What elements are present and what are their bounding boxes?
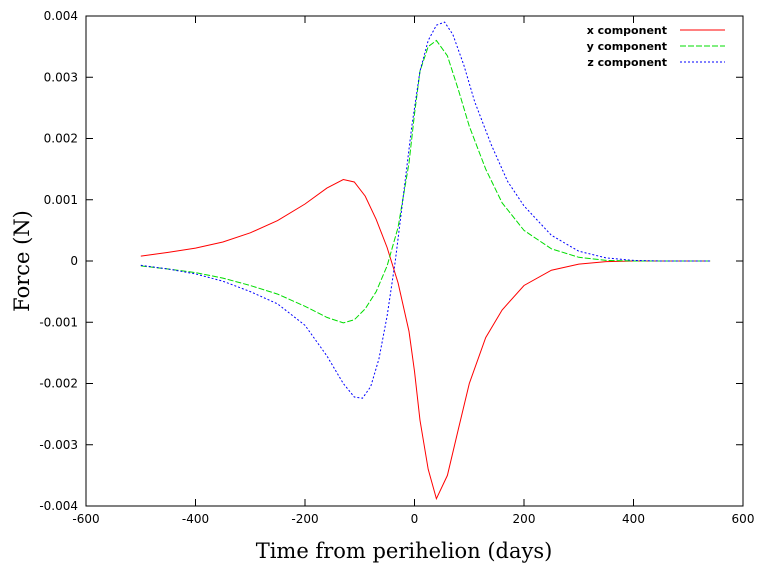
x-tick-label: 400: [622, 512, 645, 526]
x-axis-title: Time from perihelion (days): [256, 539, 553, 563]
series-layer: [140, 21, 711, 501]
y-tick-label: 0.003: [44, 70, 78, 84]
legend-label: z component: [587, 56, 667, 69]
series-line-1: [140, 178, 711, 501]
x-tick-label: -600: [72, 512, 99, 526]
y-axis-title: Force (N): [10, 210, 34, 312]
x-tick-label: -400: [182, 512, 209, 526]
legend-label: x component: [587, 24, 667, 37]
x-tick-label: -200: [291, 512, 318, 526]
x-tick-label: 0: [411, 512, 419, 526]
y-tick-label: -0.002: [39, 377, 78, 391]
y-tick-label: -0.003: [39, 438, 78, 452]
y-tick-label: -0.001: [39, 315, 78, 329]
y-tick-label: 0: [70, 254, 78, 268]
x-tick-label: 600: [732, 512, 755, 526]
series-line-3: [140, 21, 711, 399]
legend: x component y component z component: [587, 24, 725, 69]
y-tick-label: 0.001: [44, 193, 78, 207]
y-tick-label: 0.004: [44, 9, 78, 23]
y-tick-label: 0.002: [44, 132, 78, 146]
y-tick-label: -0.004: [39, 499, 78, 513]
x-tick-label: 200: [513, 512, 536, 526]
legend-label: y component: [587, 40, 667, 53]
series-line-2: [140, 39, 711, 324]
axis-ticks: -600 -400 -200 0 200 400 600 -0.004 -0.003 -0.002…: [39, 9, 754, 526]
